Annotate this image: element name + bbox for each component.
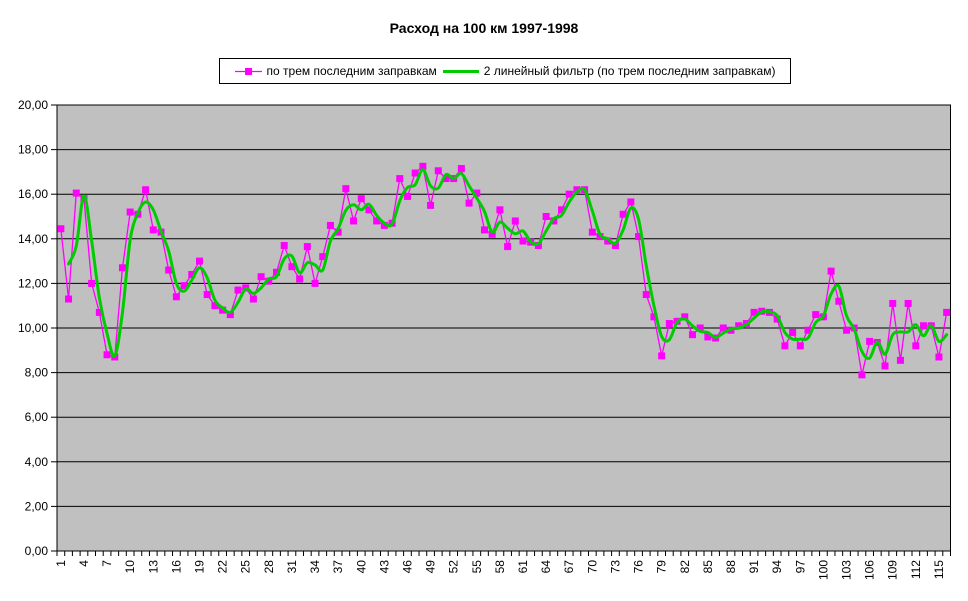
svg-text:76: 76 (632, 560, 646, 574)
svg-text:49: 49 (424, 560, 438, 574)
svg-text:16: 16 (169, 560, 183, 574)
svg-text:16,00: 16,00 (18, 187, 48, 201)
svg-text:22: 22 (216, 560, 230, 574)
x-axis-ticks (56, 551, 951, 556)
legend-label-raw-series: по трем последним заправкам (266, 64, 437, 78)
svg-text:19: 19 (192, 560, 206, 574)
svg-text:14,00: 14,00 (18, 232, 48, 246)
legend: по трем последним заправкам 2 линейный ф… (219, 58, 791, 84)
svg-text:79: 79 (655, 560, 669, 574)
svg-text:28: 28 (262, 560, 276, 574)
svg-text:4: 4 (77, 560, 91, 567)
svg-text:70: 70 (585, 560, 599, 574)
svg-text:37: 37 (331, 560, 345, 574)
svg-text:13: 13 (146, 560, 160, 574)
svg-text:55: 55 (470, 560, 484, 574)
svg-text:2,00: 2,00 (25, 499, 49, 513)
svg-text:106: 106 (863, 560, 877, 580)
svg-text:20,00: 20,00 (18, 98, 48, 112)
chart-title: Расход на 100 км 1997-1998 (389, 20, 579, 36)
svg-text:112: 112 (909, 560, 923, 579)
magenta-series-swatch-icon (234, 67, 262, 75)
svg-text:82: 82 (678, 560, 692, 574)
svg-text:88: 88 (724, 560, 738, 574)
svg-text:7: 7 (100, 560, 114, 567)
svg-text:31: 31 (285, 560, 299, 574)
svg-text:12,00: 12,00 (18, 276, 48, 290)
svg-text:85: 85 (701, 560, 715, 574)
svg-text:10,00: 10,00 (18, 321, 48, 335)
legend-item-filter-series: 2 линейный фильтр (по трем последним зап… (442, 64, 776, 78)
legend-label-filter-series: 2 линейный фильтр (по трем последним зап… (483, 64, 776, 78)
svg-text:8,00: 8,00 (25, 366, 49, 380)
svg-text:40: 40 (354, 560, 368, 574)
svg-text:34: 34 (308, 560, 322, 574)
svg-text:1: 1 (54, 560, 68, 567)
x-axis-labels: 1 4 7 10 13 16 19 22 25 28 31 34 37 40 43 46 49 52 55 58 61 6… (54, 560, 946, 580)
svg-text:46: 46 (400, 560, 414, 574)
svg-text:0,00: 0,00 (25, 544, 49, 558)
svg-text:103: 103 (840, 560, 854, 580)
svg-text:97: 97 (793, 560, 807, 574)
svg-text:73: 73 (608, 560, 622, 574)
svg-text:67: 67 (562, 560, 576, 574)
svg-text:58: 58 (493, 560, 507, 574)
svg-text:91: 91 (747, 560, 761, 574)
svg-text:43: 43 (377, 560, 391, 574)
svg-text:52: 52 (447, 560, 461, 574)
svg-text:100: 100 (816, 560, 830, 580)
green-series-swatch-icon (442, 69, 479, 73)
svg-text:10: 10 (123, 560, 137, 574)
svg-text:61: 61 (516, 560, 530, 574)
series-filter (67, 168, 949, 360)
svg-text:115: 115 (932, 560, 946, 579)
svg-text:18,00: 18,00 (18, 143, 48, 157)
gridlines (51, 104, 951, 552)
svg-text:6,00: 6,00 (25, 410, 49, 424)
svg-text:109: 109 (886, 560, 900, 580)
svg-text:4,00: 4,00 (25, 455, 49, 469)
legend-item-raw-series: по трем последним заправкам (234, 64, 437, 78)
svg-text:94: 94 (770, 560, 784, 574)
svg-text:25: 25 (239, 560, 253, 574)
svg-text:64: 64 (539, 560, 553, 574)
y-axis-labels: 0,00 2,00 4,00 6,00 8,00 10,00 12,00 14,00 16,00… (18, 98, 48, 558)
